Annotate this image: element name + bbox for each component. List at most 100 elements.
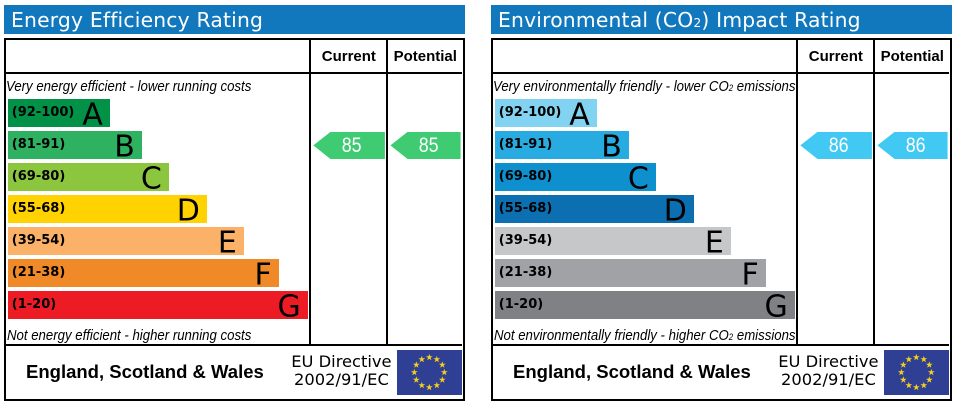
environmental-current-value: 86 [829, 134, 850, 158]
environmental-footer: England, Scotland & Wales EU Directive 20… [493, 343, 950, 399]
energy-footer-region: England, Scotland & Wales [26, 361, 264, 383]
environmental-current-column-header: Current [796, 40, 873, 73]
eu-directive-line2: 2002/91/EC [781, 370, 876, 390]
eu-flag-star [425, 383, 433, 391]
eu-flag-star [418, 381, 426, 389]
environmental-band-chart: Very environmentally friendly - lower CO… [492, 72, 797, 344]
band-e: (39-54) E [7, 225, 244, 261]
band-letter: F [741, 257, 759, 293]
environmental-panel-title-text: Environmental (CO2) Impact Rating [498, 7, 861, 32]
band-range-label: (1-20) [11, 297, 57, 313]
environmental-footer-region: England, Scotland & Wales [513, 361, 751, 383]
eu-flag-star [433, 381, 441, 389]
energy-current-arrow: 85 [313, 131, 385, 160]
band-letter: B [114, 129, 135, 165]
eu-flag-star [925, 376, 933, 383]
eu-flag-star [905, 355, 913, 363]
energy-panel-title: Energy Efficiency Rating [4, 5, 465, 34]
band-range-label: (92-100) [498, 105, 562, 121]
band-range-label: (39-54) [498, 233, 553, 249]
energy-blank-header-cell [6, 40, 309, 72]
band-f: (21-38) F [494, 257, 766, 293]
eu-flag-star [920, 381, 928, 389]
eu-flag-star [440, 368, 448, 376]
eu-flag-star [920, 355, 928, 363]
environmental-bands: (92-100) A (81-91) B (69-80) C (55-68) D (39-54)… [494, 97, 795, 325]
energy-eu-directive: EU Directive 2002/91/EC [291, 353, 391, 389]
eu-flag-star [410, 368, 418, 376]
band-g: (1-20) G [494, 289, 795, 325]
band-b: (81-91) B [7, 129, 142, 165]
energy-potential-cell: 85 [386, 72, 463, 344]
band-c: (69-80) C [494, 161, 656, 197]
band-a: (92-100) A [494, 97, 597, 133]
band-range-label: (55-68) [498, 201, 553, 217]
energy-current-value: 85 [342, 134, 363, 158]
energy-potential-column-header: Potential [386, 40, 462, 73]
eu-flag-star [412, 376, 420, 383]
environmental-potential-arrow: 86 [877, 131, 948, 160]
band-range-label: (69-80) [11, 169, 66, 185]
eu-flag-star [899, 376, 907, 383]
eu-flag-star [438, 361, 446, 368]
band-b: (81-91) B [494, 129, 629, 165]
environmental-panel-title: Environmental (CO2) Impact Rating [491, 5, 952, 34]
band-d: (55-68) D [7, 194, 207, 226]
eu-directive-line1: EU Directive [291, 352, 392, 372]
energy-footer: England, Scotland & Wales EU Directive 20… [6, 343, 463, 399]
band-range-label: (92-100) [11, 105, 75, 121]
energy-bottom-caption: Not energy efficient - higher running co… [7, 326, 252, 344]
eu-flag-icon [396, 349, 463, 395]
energy-rating-table: Current Potential Very energy efficient … [4, 38, 465, 401]
band-letter: E [217, 225, 237, 261]
environmental-impact-panel: Environmental (CO2) Impact Rating Curren… [491, 5, 952, 401]
band-range-label: (21-38) [498, 265, 553, 281]
energy-potential-value: 85 [418, 134, 439, 158]
band-range-label: (55-68) [11, 201, 66, 217]
eu-directive-line1: EU Directive [778, 352, 879, 372]
eu-flag-star [927, 368, 935, 376]
band-e: (39-54) E [494, 225, 731, 261]
band-range-label: (21-38) [11, 265, 66, 281]
energy-efficiency-panel: Energy Efficiency Rating Current Potenti… [4, 5, 465, 401]
band-letter: C [140, 161, 162, 197]
eu-flag-star [912, 353, 920, 361]
band-letter: E [704, 225, 724, 261]
band-letter: B [601, 129, 622, 165]
band-a: (92-100) A [7, 97, 110, 133]
eu-flag-star [897, 368, 905, 376]
energy-top-caption: Very energy efficient - lower running co… [5, 78, 251, 96]
energy-bands: (92-100) A (81-91) B (69-80) C (55-68) D (39-54)… [7, 97, 308, 325]
environmental-top-caption: Very environmentally friendly - lower CO… [492, 78, 796, 96]
band-f: (21-38) F [7, 257, 279, 293]
band-c: (69-80) C [7, 161, 169, 197]
eu-flag-star [418, 355, 426, 363]
band-letter: C [627, 161, 649, 197]
energy-band-chart: Very energy efficient - lower running co… [5, 72, 310, 344]
band-letter: A [82, 97, 103, 133]
environmental-potential-cell: 86 [873, 72, 950, 344]
band-letter: F [254, 257, 272, 293]
eu-flag-star [425, 353, 433, 361]
band-letter: A [569, 97, 590, 133]
environmental-current-cell: 86 [796, 72, 874, 344]
environmental-potential-column-header: Potential [873, 40, 949, 73]
band-letter: G [277, 289, 301, 325]
environmental-potential-value: 86 [905, 134, 926, 158]
energy-potential-arrow: 85 [390, 131, 461, 160]
eu-flag-star [899, 361, 907, 368]
eu-flag-star [433, 355, 441, 363]
energy-panel-title-text: Energy Efficiency Rating [11, 7, 264, 32]
band-range-label: (39-54) [11, 233, 66, 249]
band-range-label: (1-20) [498, 297, 544, 313]
eu-flag-star [912, 383, 920, 391]
eu-flag-star [438, 376, 446, 383]
energy-current-column-header: Current [309, 40, 386, 73]
band-letter: G [764, 289, 788, 325]
band-range-label: (81-91) [11, 137, 66, 153]
environmental-current-arrow: 86 [800, 131, 872, 160]
band-g: (1-20) G [7, 289, 308, 325]
band-range-label: (81-91) [498, 137, 553, 153]
eu-flag-star [412, 361, 420, 368]
eu-flag-star [925, 361, 933, 368]
